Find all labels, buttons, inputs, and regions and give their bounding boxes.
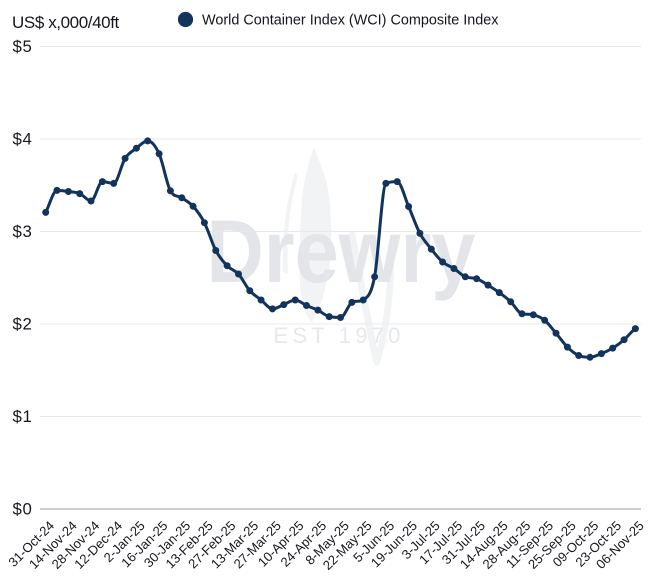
- svg-text:$1: $1: [13, 407, 33, 426]
- svg-text:$0: $0: [13, 500, 33, 519]
- svg-text:$3: $3: [13, 222, 33, 241]
- svg-text:$4: $4: [13, 130, 33, 149]
- svg-text:$2: $2: [13, 315, 33, 334]
- svg-text:EST 1970: EST 1970: [273, 323, 404, 348]
- svg-text:US$ x,000/40ft: US$ x,000/40ft: [12, 13, 120, 32]
- svg-text:$5: $5: [13, 37, 33, 56]
- svg-text:World Container Index (WCI) Co: World Container Index (WCI) Composite In…: [202, 13, 499, 29]
